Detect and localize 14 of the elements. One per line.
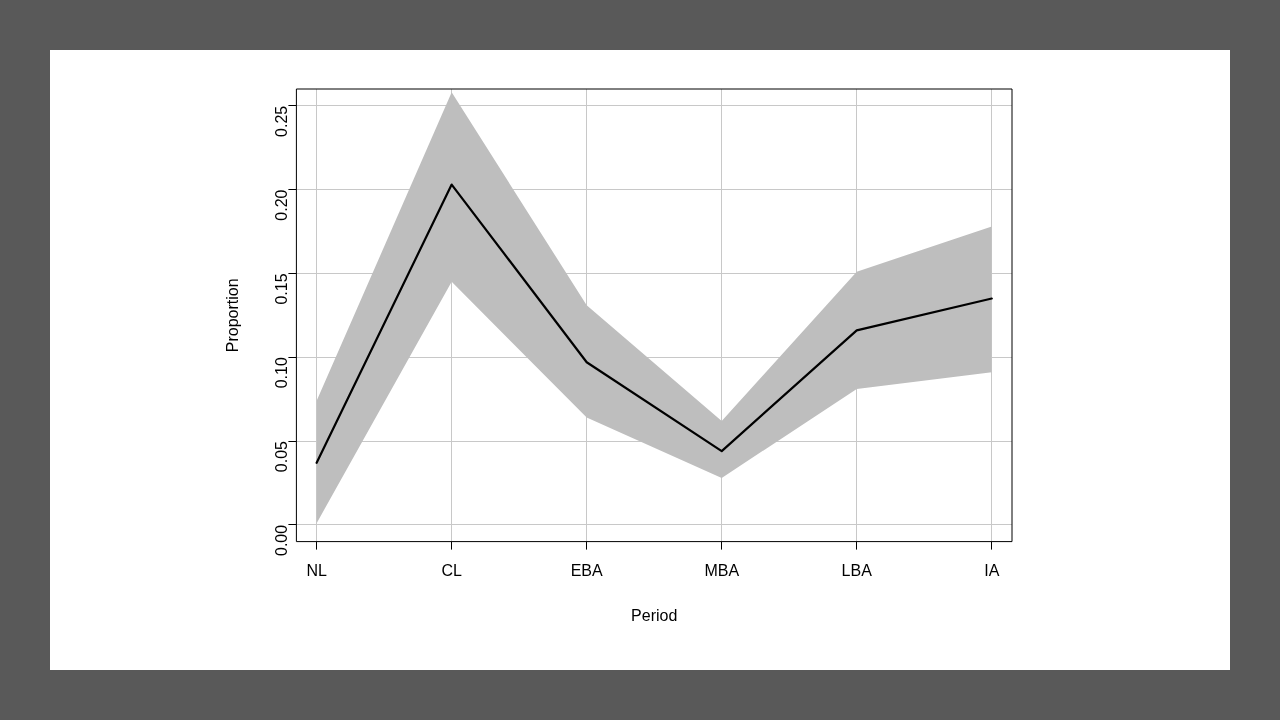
y-tick-label: 0.05 [272,440,290,473]
y-tick-label: 0.00 [272,524,290,556]
x-tick-label: NL [306,561,327,579]
x-tick-label: EBA [570,561,604,579]
x-tick-label: IA [984,561,1000,579]
x-tick-label: CL [441,561,462,579]
y-axis-title: Proportion [224,278,242,353]
y-tick-label: 0.10 [272,357,290,389]
y-tick-label: 0.15 [272,273,290,305]
x-tick-label: MBA [704,561,740,579]
x-tick-label: LBA [841,561,873,579]
y-tick-label: 0.20 [272,189,290,221]
y-tick-label: 0.25 [272,105,290,137]
x-axis-title: Period [631,606,678,624]
